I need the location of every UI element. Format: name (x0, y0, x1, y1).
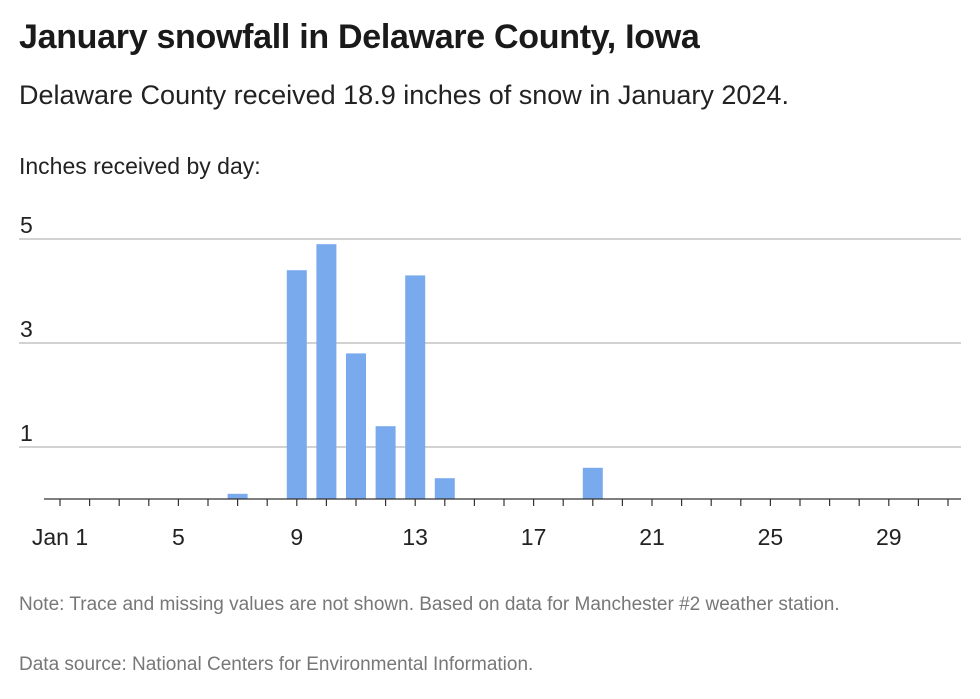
bar-jan-11 (346, 353, 366, 499)
x-tick-label: 17 (521, 524, 547, 550)
bar-jan-10 (316, 244, 337, 499)
bar-jan-13 (405, 275, 426, 499)
x-tick-label: 13 (402, 524, 428, 550)
gridlines (19, 238, 961, 448)
chart-note: Note: Trace and missing values are not s… (19, 594, 840, 615)
bar-jan-12 (375, 426, 396, 499)
bar-jan-19 (582, 467, 603, 499)
x-tick-label: 25 (758, 524, 784, 550)
y-axis-label: Inches received by day: (19, 153, 261, 179)
bar-jan-7 (227, 493, 248, 499)
y-tick-label: 5 (20, 212, 33, 238)
x-tick-label: 21 (639, 524, 665, 550)
x-tick-label: 5 (172, 524, 185, 550)
bar-jan-14 (434, 478, 455, 499)
x-tick-label: Jan 1 (32, 524, 88, 550)
x-tick-label: 9 (290, 524, 303, 550)
x-tick-label: 29 (876, 524, 902, 550)
bars (227, 244, 603, 499)
y-tick-label: 1 (20, 420, 33, 446)
x-axis (44, 498, 961, 506)
data-source: Data source: National Centers for Enviro… (19, 654, 534, 675)
y-tick-label: 3 (20, 316, 33, 342)
chart-subtitle: Delaware County received 18.9 inches of … (19, 80, 789, 110)
bar-jan-9 (286, 270, 307, 499)
chart-title: January snowfall in Delaware County, Iow… (19, 18, 700, 56)
